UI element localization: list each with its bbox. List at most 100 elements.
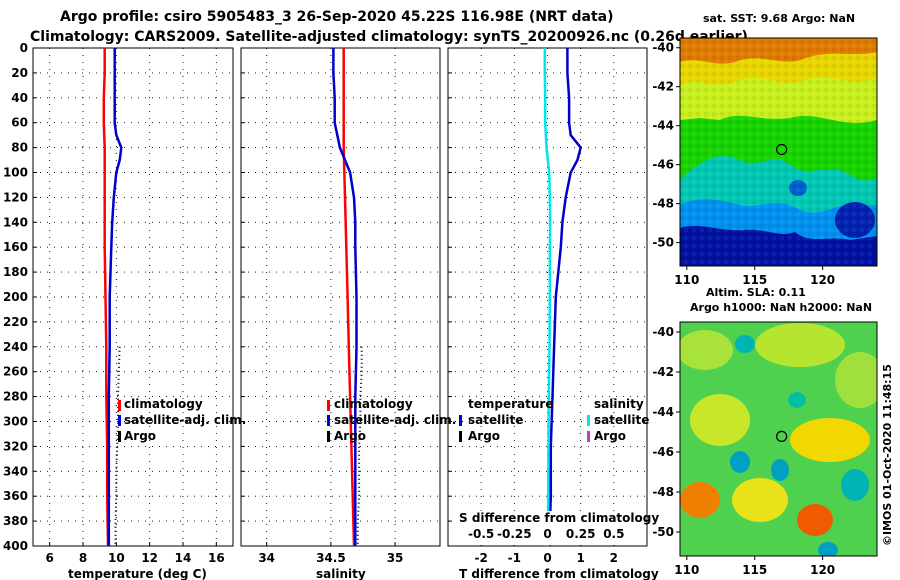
sst-map-ticks: 110 115 120 -40 -42 -44 -46 -48 -50: [652, 41, 835, 287]
map-y-tick-label: -42: [652, 80, 674, 94]
x-tick-label: 10: [108, 551, 125, 565]
salinity-axis-box: [455, 511, 641, 545]
legend-swatch-argo: [118, 431, 121, 442]
salinity-series: [332, 48, 363, 547]
sla-low-6: [788, 392, 806, 408]
sla-map-panel: Altim. SLA: 0.11 Argo h1000: NaN h2000: …: [652, 286, 878, 577]
sla-map-image: [680, 322, 877, 556]
map-y-tick-label: -42: [652, 365, 674, 379]
legend-swatch-temp-argo: [459, 431, 462, 442]
map-x-tick-label: 115: [742, 563, 767, 577]
figure-title-line1: Argo profile: csiro 5905483_3 26-Sep-202…: [60, 9, 614, 25]
sla-low-5: [818, 542, 838, 556]
x-tick-label: 8: [79, 551, 87, 565]
temperature-series: [102, 48, 123, 547]
salinity-difference-tick-label: 0: [543, 527, 551, 541]
sla-high-6: [680, 482, 720, 518]
sla-high-8: [797, 504, 833, 536]
legend-label-argo: Argo: [334, 429, 366, 443]
series-line-satellite-adj-clim-: [332, 48, 358, 546]
sla-low-3: [771, 459, 789, 481]
sla-low-1: [735, 335, 755, 353]
legend-label-sal-satellite: satellite: [594, 413, 649, 427]
series-line-satellite-adj-clim-: [107, 48, 123, 546]
legend-swatch-sal-argo: [587, 431, 590, 442]
y-tick-label: 0: [20, 41, 28, 55]
legend-swatch-satellite-adj: [327, 415, 330, 426]
legend-title-salinity: salinity: [594, 397, 644, 411]
series-line-salinity-satellite: [543, 48, 552, 547]
y-tick-label: 20: [11, 66, 28, 80]
legend-swatch-temp-satellite: [459, 415, 462, 426]
y-tick-label: 240: [3, 340, 28, 354]
legend-label-satellite-adj: satellite-adj. clim.: [124, 413, 246, 427]
y-tick-label: 80: [11, 141, 28, 155]
legend-swatch-satellite-adj: [118, 415, 121, 426]
map-y-tick-label: -48: [652, 485, 674, 499]
sst-map-frame: [679, 37, 878, 267]
salinity-difference-label: S difference from climatology: [459, 511, 659, 525]
imos-credit: ©IMOS 01-Oct-2020 11:48:15: [881, 364, 894, 546]
temperature-grid: [33, 47, 233, 547]
salinity-difference-tick-label: 0.25: [566, 527, 596, 541]
legend-swatch-climatology: [327, 400, 330, 411]
legend-label-temp-satellite: satellite: [468, 413, 523, 427]
map-y-tick-label: -48: [652, 197, 674, 211]
difference-x-axis-label: T difference from climatology: [459, 567, 659, 580]
legend-label-sal-argo: Argo: [594, 429, 626, 443]
x-tick-label: 12: [141, 551, 158, 565]
map-x-tick-label: 110: [674, 563, 699, 577]
sst-map-image: [680, 38, 877, 266]
legend-label-temp-argo: Argo: [468, 429, 500, 443]
sla-high-7: [732, 478, 788, 522]
temperature-y-tick-labels: 0 20 40 60 80 100 120 140 160 180 200 220 240 260 280 3…: [3, 41, 28, 553]
sla-argo-location-marker: [776, 430, 788, 442]
sla-high-1: [680, 330, 733, 370]
y-tick-label: 180: [3, 265, 28, 279]
legend-label-climatology: climatology: [334, 397, 413, 411]
y-tick-label: 220: [3, 315, 28, 329]
y-tick-label: 320: [3, 439, 28, 453]
sla-high-4: [690, 394, 750, 446]
y-tick-label: 120: [3, 190, 28, 204]
map-y-tick-label: -44: [652, 405, 674, 419]
y-tick-label: 140: [3, 215, 28, 229]
x-tick-label: 0: [543, 551, 551, 565]
y-tick-label: 380: [3, 514, 28, 528]
y-tick-label: 280: [3, 390, 28, 404]
series-line-temperature-satellite: [547, 48, 583, 547]
temperature-legend: climatology satellite-adj. clim. Argo: [118, 397, 246, 443]
map-y-tick-label: -50: [652, 236, 674, 250]
map-x-tick-label: 120: [810, 273, 835, 287]
sla-low-2: [730, 451, 750, 473]
legend-swatch-sal-satellite: [587, 415, 590, 426]
y-tick-label: 40: [11, 91, 28, 105]
sst-pixel-texture: [680, 38, 877, 266]
y-tick-label: 260: [3, 365, 28, 379]
legend-swatch-climatology: [118, 400, 121, 411]
difference-x-tick-labels: -2 -1 0 1 2: [474, 551, 618, 565]
y-tick-label: 360: [3, 489, 28, 503]
sla-high-3: [835, 352, 877, 408]
sst-argo-location-marker: [776, 143, 788, 156]
legend-label-argo: Argo: [124, 429, 156, 443]
legend-label-satellite-adj: satellite-adj. clim.: [334, 413, 456, 427]
salinity-legend: climatology satellite-adj. clim. Argo: [327, 397, 456, 443]
x-tick-label: 34: [258, 551, 275, 565]
series-line-climatology: [342, 48, 356, 547]
sla-map-frame: [679, 321, 878, 557]
sla-map-ticks: 110 115 120 -40 -42 -44 -46 -48 -50: [652, 325, 835, 577]
y-tick-label: 340: [3, 464, 28, 478]
temperature-x-tick-labels: 6 8 10 12 14 16: [45, 551, 224, 565]
difference-legend: temperature satellite Argo salinity sate…: [459, 397, 649, 443]
map-x-tick-label: 115: [742, 273, 767, 287]
legend-swatch-argo: [327, 431, 330, 442]
salinity-panel: 34 34.5 35 salinity climatology satellite-…: [240, 47, 456, 580]
salinity-x-tick-labels: 34 34.5 35: [258, 551, 403, 565]
sst-map-panel: sat. SST: 9.68 Argo: NaN 110 115 120 -40 -42…: [652, 12, 878, 287]
y-tick-label: 160: [3, 240, 28, 254]
sla-map-title-line1: Altim. SLA: 0.11: [706, 286, 806, 299]
sst-map-title: sat. SST: 9.68 Argo: NaN: [703, 12, 855, 25]
salinity-difference-tick-labels: -0.5 -0.25 0 0.25 0.5: [468, 527, 624, 541]
